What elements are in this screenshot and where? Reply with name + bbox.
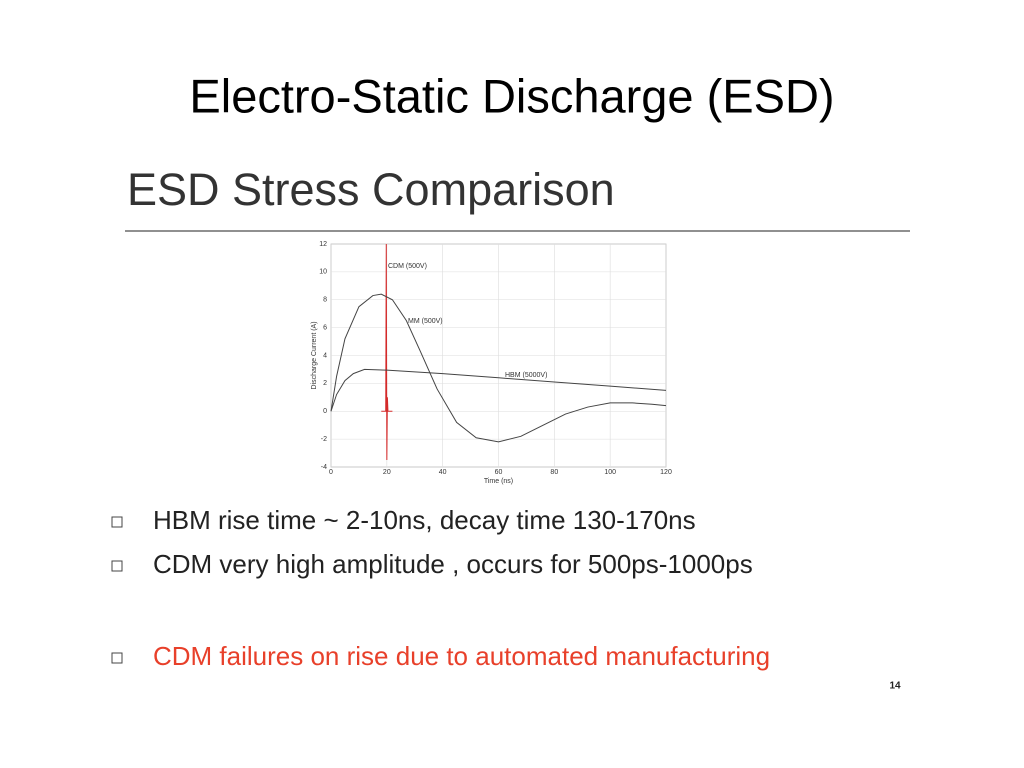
y-tick-label: 4 <box>323 352 327 359</box>
y-tick-label: 10 <box>319 269 327 276</box>
x-tick-label: 100 <box>604 469 616 476</box>
series-line <box>330 293 667 443</box>
bullet-text: HBM rise time ~ 2-10ns, decay time 130-1… <box>153 505 696 535</box>
bullet-box <box>111 560 123 572</box>
x-axis-label: Time (ns) <box>484 478 513 485</box>
page-number: 14 <box>889 681 901 692</box>
subtitle: ESD Stress Comparison <box>127 164 615 215</box>
y-tick-label: 0 <box>323 408 327 415</box>
bullet-text: CDM very high amplitude , occurs for 500… <box>153 549 753 579</box>
x-tick-label: 120 <box>660 469 672 476</box>
y-tick-label: 2 <box>323 380 327 387</box>
y-tick-label: 12 <box>319 241 327 248</box>
x-tick-label: 40 <box>439 469 447 476</box>
bullet-text: CDM failures on rise due to automated ma… <box>153 641 770 671</box>
bullet-box <box>111 516 123 528</box>
x-tick-label: 20 <box>383 469 391 476</box>
series-label: CDM (500V) <box>388 263 427 270</box>
bullet-box <box>111 652 123 664</box>
y-axis-label: Discharge Current (A) <box>311 321 318 389</box>
series-label: MM (500V) <box>408 318 443 325</box>
series-line <box>381 243 393 461</box>
x-tick-label: 80 <box>550 469 558 476</box>
x-tick-label: 60 <box>495 469 503 476</box>
slide-title: Electro-Static Discharge (ESD) <box>189 69 834 122</box>
y-tick-label: 8 <box>323 297 327 304</box>
series-line <box>330 368 667 412</box>
series-label: HBM (5000V) <box>505 372 547 379</box>
y-tick-label: -2 <box>321 436 327 443</box>
x-tick-label: 0 <box>329 469 333 476</box>
y-tick-label: 6 <box>323 324 327 331</box>
y-tick-label: -4 <box>321 464 327 471</box>
